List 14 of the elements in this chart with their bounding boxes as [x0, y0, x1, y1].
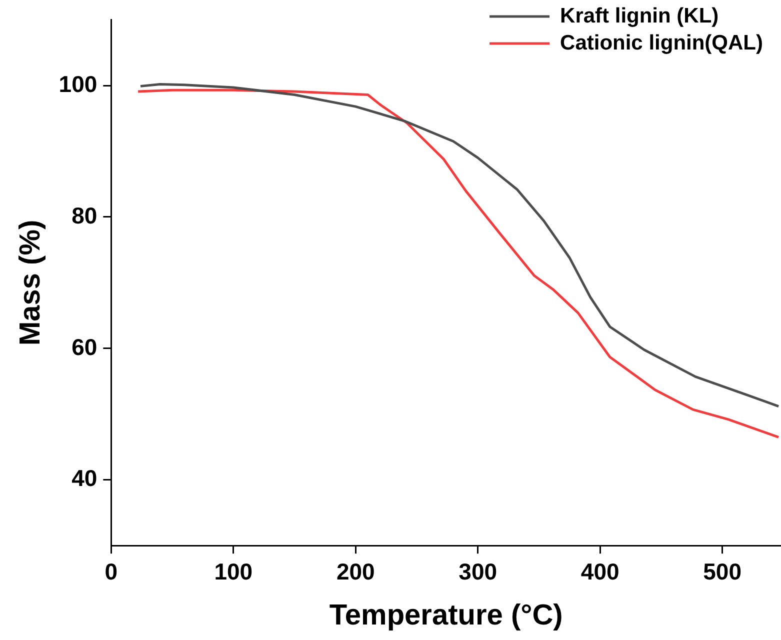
- x-tick-label: 200: [336, 558, 375, 585]
- x-tick-label: 0: [104, 558, 118, 585]
- x-axis-title: Temperature (°C): [329, 600, 563, 632]
- x-tick-label: 100: [214, 558, 253, 585]
- y-tick-label: 60: [72, 334, 98, 360]
- y-axis-title: Mass (%): [14, 220, 46, 346]
- x-tick-label: 500: [703, 558, 742, 585]
- legend-label: Cationic lignin(QAL): [560, 31, 764, 54]
- x-tick-label: 400: [580, 558, 620, 585]
- legend-label: Kraft lignin (KL): [560, 4, 719, 28]
- y-tick-label: 40: [72, 465, 98, 492]
- y-tick-label: 80: [72, 202, 98, 228]
- y-tick-label: 100: [58, 70, 98, 97]
- x-tick-label: 300: [458, 558, 498, 585]
